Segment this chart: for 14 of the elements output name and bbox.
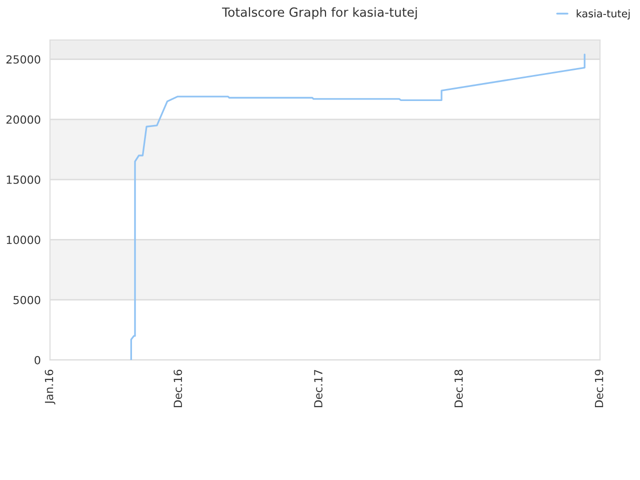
y-tick-label: 5000 bbox=[14, 296, 40, 304]
y-tick-label: 0 bbox=[34, 356, 40, 364]
y-tick-label: 25000 bbox=[6, 55, 40, 64]
x-tick-label: Dec.18 bbox=[454, 370, 463, 408]
y-tick-label: 15000 bbox=[6, 176, 40, 184]
y-tick-label: 10000 bbox=[6, 236, 40, 244]
x-tick-label: Dec.17 bbox=[314, 370, 322, 408]
x-tick-label: Dec.16 bbox=[174, 370, 182, 408]
y-tick-label: 20000 bbox=[6, 115, 40, 124]
chart-title: Totalscore Graph for kasia-tutej bbox=[222, 7, 417, 20]
x-tick-label: Dec.19 bbox=[594, 370, 604, 408]
x-tick-label: Jan.16 bbox=[44, 370, 56, 404]
line-series bbox=[130, 54, 586, 360]
legend-label: kasia-tutej bbox=[576, 9, 630, 20]
